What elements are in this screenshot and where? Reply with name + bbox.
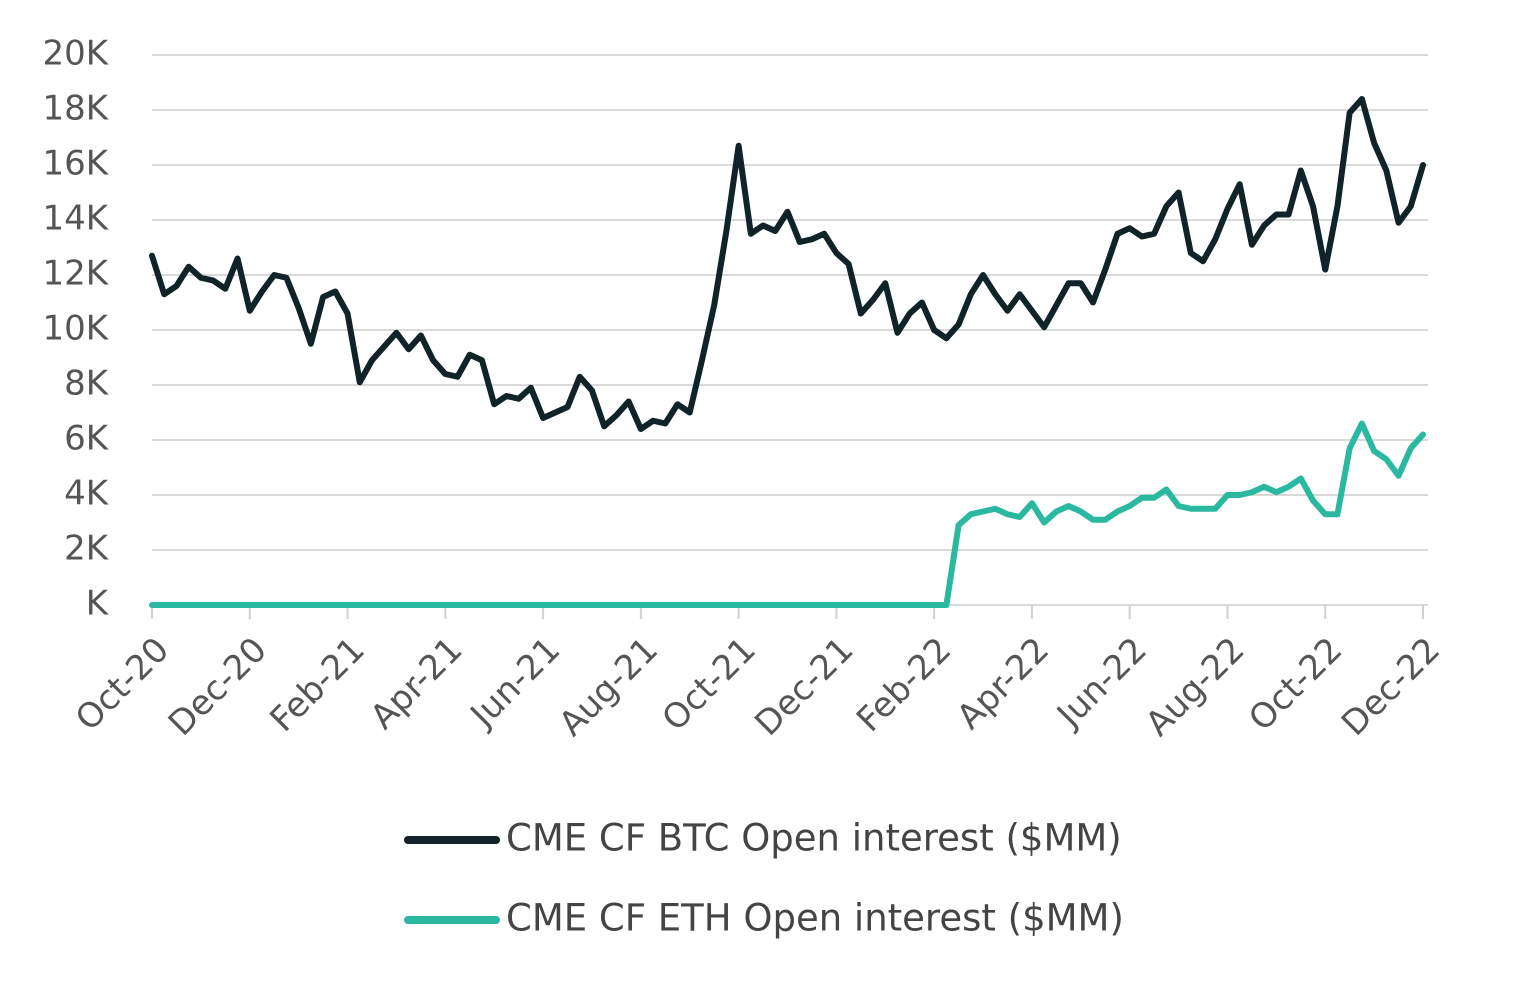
x-tick-label: Feb-22	[849, 630, 959, 740]
y-tick-label: 14K	[42, 199, 109, 239]
y-tick-label: 20K	[42, 34, 109, 74]
x-tick-label: Apr-22	[949, 630, 1057, 738]
y-tick-label: 18K	[42, 89, 109, 129]
x-tick-label: Jun-22	[1048, 630, 1155, 737]
x-tick-label: Dec-21	[747, 630, 861, 744]
x-tick-label: Aug-21	[551, 630, 665, 744]
x-tick-label: Feb-21	[262, 630, 372, 740]
y-tick-label: 4K	[64, 474, 110, 514]
x-tick-label: Aug-22	[1138, 630, 1252, 744]
y-tick-label: 8K	[64, 364, 110, 404]
x-tick-label: Oct-21	[655, 630, 764, 739]
x-tick-label: Dec-22	[1334, 630, 1448, 744]
x-tick-label: Apr-21	[363, 630, 471, 738]
x-tick-label: Dec-20	[161, 630, 275, 744]
series-line	[149, 96, 1426, 432]
y-tick-label: 12K	[42, 254, 109, 294]
legend-label: CME CF ETH Open interest ($MM)	[506, 897, 1124, 940]
y-tick-label: 16K	[42, 144, 109, 184]
x-tick-label: Jun-21	[462, 630, 569, 737]
y-tick-label: 10K	[42, 309, 109, 349]
y-tick-label: K	[86, 584, 110, 624]
y-tick-label: 6K	[64, 419, 110, 459]
x-tick-label: Oct-22	[1241, 630, 1350, 739]
y-tick-label: 2K	[64, 529, 110, 569]
legend-label: CME CF BTC Open interest ($MM)	[506, 817, 1122, 860]
x-tick-label: Oct-20	[68, 630, 177, 739]
series-line	[149, 420, 1426, 608]
